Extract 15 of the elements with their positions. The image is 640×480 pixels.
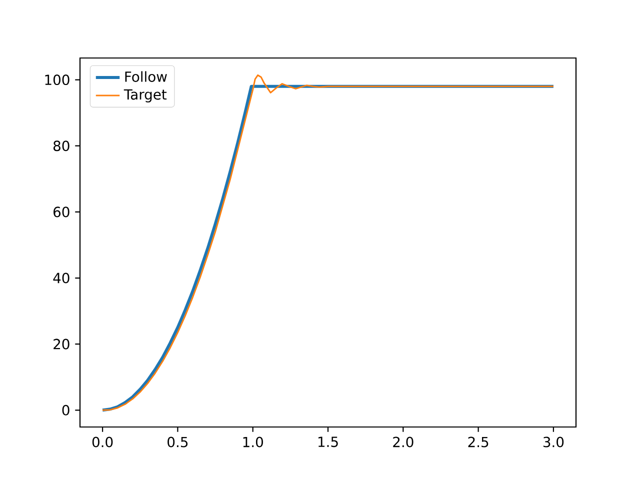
legend-label: Target xyxy=(124,89,167,102)
y-tick-label: 80 xyxy=(53,140,70,152)
y-tick-label: 20 xyxy=(54,338,70,350)
x-tick-label: 1.5 xyxy=(318,436,338,448)
y-tick-label: 0 xyxy=(62,404,70,416)
x-tick-label: 2.0 xyxy=(393,436,414,448)
x-tick-label: 1.0 xyxy=(243,436,263,448)
x-tick-label: 3.0 xyxy=(543,436,564,448)
x-tick-label: 2.5 xyxy=(468,436,488,448)
y-tick-label: 60 xyxy=(54,206,70,218)
legend-label: Follow xyxy=(125,71,167,82)
y-tick-label: 40 xyxy=(53,272,70,284)
y-tick-label: 100 xyxy=(45,74,70,86)
x-tick-label: 0.5 xyxy=(168,436,188,448)
x-tick-label: 0.0 xyxy=(92,436,113,448)
